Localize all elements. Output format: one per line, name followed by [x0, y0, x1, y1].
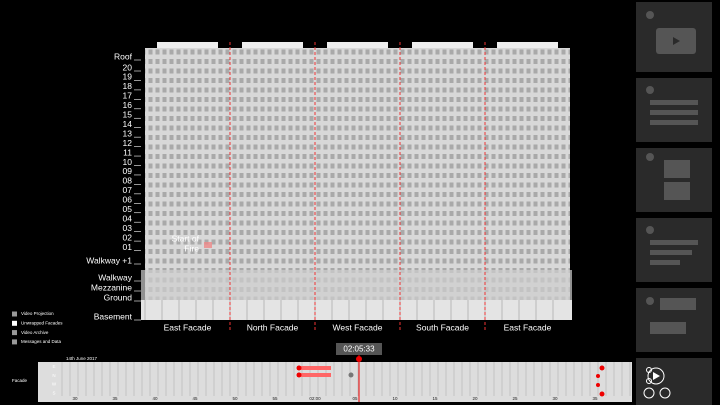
controls — [643, 367, 671, 399]
building: East Facade North Facade West Facade South … — [141, 42, 572, 332]
tower — [145, 48, 570, 300]
facade-label: East Facade — [504, 322, 552, 332]
legend-label: Messages and Data — [21, 339, 62, 344]
legend-label: Video Projection — [21, 311, 54, 316]
floor-label: 07 — [123, 185, 133, 195]
floor-label: 17 — [123, 91, 133, 101]
floor-label: Basement — [94, 311, 133, 321]
date: 14th June 2017 — [66, 356, 98, 361]
play-button[interactable] — [647, 367, 665, 385]
facade-row-label: E — [52, 364, 55, 369]
time-label: 45 — [192, 396, 198, 401]
floor-label: 15 — [123, 110, 133, 120]
floor-label: 08 — [123, 176, 133, 186]
zoom-in[interactable] — [646, 367, 652, 373]
time-label: 50 — [232, 396, 238, 401]
time-label: 05 — [352, 396, 358, 401]
legend-label: Video Archive — [21, 330, 49, 335]
legend-swatch — [12, 339, 17, 345]
facade-row-label: S — [52, 390, 55, 395]
podium — [141, 270, 572, 300]
floor-label: Mezzanine — [91, 282, 132, 292]
facade-label: East Facade — [164, 322, 212, 332]
floor-label: 14 — [123, 119, 133, 129]
floor-label: 04 — [123, 213, 133, 223]
panel-messages[interactable] — [636, 288, 712, 352]
floor-label: Roof — [114, 51, 133, 61]
zoom-out[interactable] — [646, 378, 652, 384]
roof-top — [327, 42, 388, 48]
facade-row-label: N — [52, 373, 55, 378]
time-label: 35 — [112, 396, 118, 401]
time-label: 40 — [152, 396, 158, 401]
playhead-knob[interactable] — [356, 356, 362, 362]
floor-label: 18 — [123, 81, 133, 91]
floor-label: 10 — [123, 157, 133, 167]
time-label: 30 — [72, 396, 78, 401]
forward-button[interactable] — [659, 387, 671, 399]
facade-label: South Facade — [416, 322, 469, 332]
floor-label: Ground — [104, 292, 133, 302]
time-label: 30 — [552, 396, 558, 401]
floor-label: 20 — [123, 62, 133, 72]
back-button[interactable] — [643, 387, 655, 399]
legend-label: Unwrapped Facades — [21, 320, 63, 325]
row-label: Facade — [12, 378, 28, 383]
floor-label: 12 — [123, 138, 133, 148]
sidebar — [636, 2, 712, 405]
roof-top — [412, 42, 473, 48]
current-time: 02:05:33 — [343, 345, 375, 354]
time-label: 15 — [432, 396, 438, 401]
floor-label: 16 — [123, 100, 133, 110]
timeline-track[interactable] — [38, 362, 632, 402]
roof-top — [157, 42, 218, 48]
roof-top — [497, 42, 558, 48]
floor-label: 11 — [123, 147, 132, 157]
time-label: 25 — [512, 396, 518, 401]
legend-swatch — [12, 320, 17, 326]
time-label: 02:00 — [309, 396, 321, 401]
basement — [141, 300, 572, 320]
fire-label: Start of — [172, 233, 200, 243]
floor-labels: Roof201918171615141312111009080706050403… — [86, 51, 141, 321]
fire-label: Fire — [184, 243, 199, 253]
time-box — [336, 343, 382, 355]
fire-marker — [204, 242, 212, 248]
floor-label: 13 — [123, 128, 133, 138]
time-label: 20 — [472, 396, 478, 401]
roof-top — [242, 42, 303, 48]
floor-label: 01 — [123, 242, 133, 252]
floor-label: 05 — [123, 204, 133, 214]
facade-label: North Facade — [247, 322, 299, 332]
floor-label: Walkway — [98, 272, 132, 282]
time-label: 10 — [392, 396, 398, 401]
floor-label: 19 — [123, 72, 133, 82]
floor-label: 03 — [123, 223, 133, 233]
time-label: 35 — [592, 396, 598, 401]
legend-swatch — [12, 330, 17, 336]
facade-label: West Facade — [333, 322, 383, 332]
floor-label: 06 — [123, 195, 133, 205]
floor-label: 09 — [123, 166, 133, 176]
time-label: 55 — [272, 396, 278, 401]
facade-row-label: W — [52, 382, 57, 387]
floor-label: 02 — [123, 232, 133, 242]
events — [296, 365, 605, 397]
panel-more[interactable] — [636, 358, 712, 405]
legend-swatch — [12, 311, 17, 317]
floor-label: Walkway +1 — [86, 255, 132, 265]
legend: Video Projection Unwrapped Facades Video A… — [12, 311, 63, 345]
